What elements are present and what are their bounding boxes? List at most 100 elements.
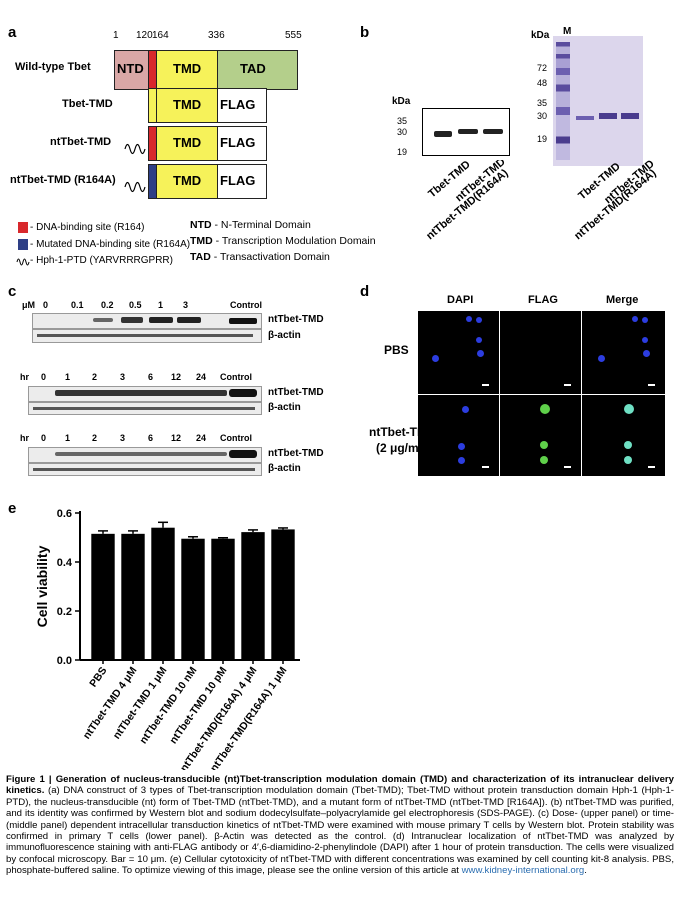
scale-bar: [564, 466, 571, 468]
panel-c-letter: c: [8, 283, 17, 300]
band: [177, 317, 201, 323]
micrograph-pbs-flag: [500, 311, 581, 394]
y-tick-label: 0.6: [57, 508, 72, 520]
lane-label: ntTbet-TMD(R164A): [572, 167, 659, 240]
ptd-wave-icon: [124, 143, 146, 155]
band: [33, 407, 255, 410]
blot-strip-nttbet-stability: [28, 447, 262, 463]
flag-tag: FLAG: [217, 164, 267, 199]
band: [55, 452, 227, 456]
micrograph-nttbet-flag: [500, 395, 581, 476]
bar: [271, 529, 295, 660]
nucleus: [432, 355, 439, 362]
nucleus: [476, 317, 482, 323]
tmd-domain: TMD: [156, 50, 218, 90]
tad-domain: TAD: [217, 50, 298, 90]
marker-lane-label: M: [563, 26, 572, 37]
tick-336: 336: [208, 30, 225, 41]
band-label: ntTbet-TMD: [268, 448, 324, 459]
band: [55, 390, 227, 396]
tick-164: 164: [152, 30, 169, 41]
marker-ladder: [556, 42, 570, 160]
nucleus: [476, 337, 482, 343]
scale-bar: [564, 384, 571, 386]
western-blot-image: [422, 108, 510, 156]
band: [93, 318, 113, 322]
nucleus: [598, 355, 605, 362]
band-label: β-actin: [268, 463, 301, 474]
row-label-dose: (2 μg/ml): [376, 441, 427, 455]
caption-title: Figure 1 | Generation of nucleus-transdu…: [6, 774, 674, 797]
panel-e-letter: e: [8, 500, 17, 517]
scale-bar: [482, 384, 489, 386]
gel-marker-35: 35: [537, 98, 548, 108]
band: [599, 113, 617, 119]
tmd-domain: TMD: [156, 88, 218, 123]
caption-body: (a) DNA construct of 3 types of Tbet-tra…: [6, 785, 674, 877]
legend-wave-icon: [16, 258, 30, 266]
band: [483, 129, 503, 134]
caption-end: .: [584, 865, 587, 877]
nucleus: [466, 316, 472, 322]
band-label: β-actin: [268, 330, 301, 341]
band-label: β-actin: [268, 402, 301, 413]
def-tmd: TMD - Transcription Modulation Domain: [190, 235, 376, 247]
blot-strip-nttbet-dose: [32, 313, 262, 329]
bar: [151, 527, 175, 660]
nucleus: [642, 337, 648, 343]
legend-ptd: - Hph-1-PTD (YARVRRRGPRR): [30, 255, 173, 266]
band-label: ntTbet-TMD: [268, 387, 324, 398]
band: [576, 116, 594, 120]
col-label-merge: Merge: [606, 294, 639, 306]
journal-link[interactable]: www.kidney-international.org: [461, 865, 585, 877]
bar: [211, 538, 235, 660]
construct-label-r164a: ntTbet-TMD (R164A): [10, 174, 116, 186]
band: [229, 318, 257, 324]
band: [37, 334, 253, 337]
def-tad: TAD - Transactivation Domain: [190, 251, 330, 263]
bar: [241, 532, 265, 660]
blot-strip-actin-time: [28, 402, 262, 415]
band: [621, 113, 639, 119]
stability-axis-labels: hr 0 1 2 3 6 12 24 Control: [20, 433, 252, 443]
blot-strip-actin-stability: [28, 463, 262, 476]
kda-label: kDa: [392, 96, 411, 107]
cell: [624, 456, 632, 464]
x-tick-label: ntTbet-TMD 4 μM: [81, 665, 140, 742]
gel-marker-30: 30: [537, 111, 548, 121]
band: [458, 129, 478, 134]
col-label-flag: FLAG: [528, 294, 558, 306]
western-lane-labels: Tbet-TMD ntTbet-TMD ntTbet-TMD(R164A): [424, 160, 511, 240]
panel-b-letter: b: [360, 24, 370, 41]
legend-mutated: - Mutated DNA-binding site (R164A): [30, 239, 191, 250]
micrograph-pbs-merge: [582, 311, 665, 394]
gel-marker-48: 48: [537, 78, 548, 88]
nucleus: [477, 350, 484, 357]
figure-caption: Figure 1 | Generation of nucleus-transdu…: [6, 774, 674, 877]
panel-a-letter: a: [8, 24, 17, 41]
ntd-domain: NTD: [114, 50, 149, 90]
def-ntd: NTD - N-Terminal Domain: [190, 219, 311, 231]
legend-swatch-blue: [18, 239, 28, 250]
micrograph-nttbet-dapi: [418, 395, 499, 476]
ptd-wave-icon: [124, 181, 146, 193]
tmd-domain: TMD: [156, 126, 218, 161]
y-tick-label: 0.0: [57, 655, 72, 667]
scale-bar: [648, 466, 655, 468]
band: [229, 450, 257, 458]
row-label-pbs: PBS: [384, 343, 409, 357]
band: [149, 317, 173, 323]
tmd-domain: TMD: [156, 164, 218, 199]
band: [33, 468, 255, 471]
construct-label-tbet-tmd: Tbet-TMD: [62, 98, 113, 110]
time-axis-labels: hr 0 1 2 3 6 12 24 Control: [20, 372, 252, 382]
cell: [624, 404, 634, 414]
construct-label-nttbet-tmd: ntTbet-TMD: [50, 136, 112, 148]
x-tick-label: PBS: [87, 665, 109, 690]
bar: [121, 533, 145, 660]
cell-viability-chart: 0.0 0.2 0.4 0.6 Cell viability PBSntTbet-TMD …: [34, 508, 300, 770]
scale-bar: [648, 384, 655, 386]
band-label: ntTbet-TMD: [268, 314, 324, 325]
nucleus: [462, 406, 469, 413]
micrograph-pbs-dapi: [418, 311, 499, 394]
